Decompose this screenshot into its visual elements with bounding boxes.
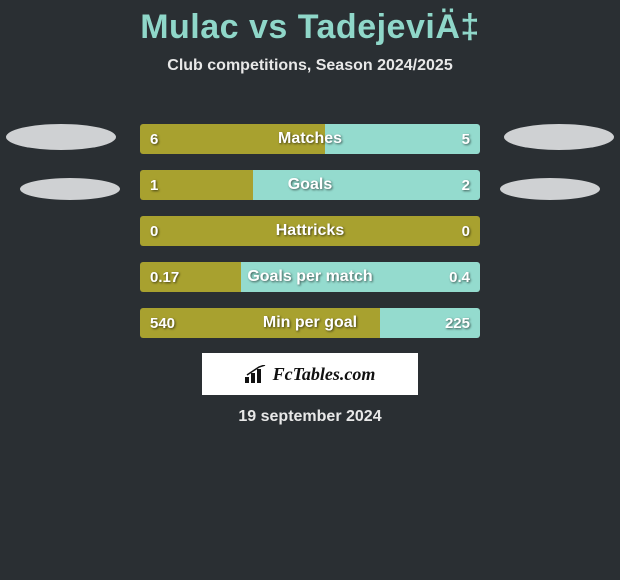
page-title: Mulac vs TadejeviÄ‡ [0,0,620,47]
stat-rows-container: 65Matches 12Goals 00Hattricks 0.170.4Goals … [140,124,480,354]
brand-text: FcTables.com [273,364,376,385]
stat-row: 00Hattricks [140,216,480,246]
stat-bar-right [325,124,480,154]
stat-bar-left [140,124,325,154]
bar-chart-icon [245,365,267,383]
player-left-marker-2 [20,178,120,200]
brand-badge: FcTables.com [202,353,418,395]
stat-bar-right [241,262,480,292]
stat-bar-left [140,170,253,200]
stat-row: 12Goals [140,170,480,200]
subtitle: Club competitions, Season 2024/2025 [0,57,620,75]
stat-row: 0.170.4Goals per match [140,262,480,292]
player-left-marker-1 [6,124,116,150]
player-right-marker-2 [500,178,600,200]
stat-bar-left [140,262,241,292]
stat-row: 540225Min per goal [140,308,480,338]
stat-bar-right [253,170,480,200]
date-text: 19 september 2024 [0,408,620,426]
stat-bar-left [140,308,380,338]
stat-bar-right [380,308,480,338]
stat-row: 65Matches [140,124,480,154]
player-right-marker-1 [504,124,614,150]
stat-bar-left [140,216,480,246]
